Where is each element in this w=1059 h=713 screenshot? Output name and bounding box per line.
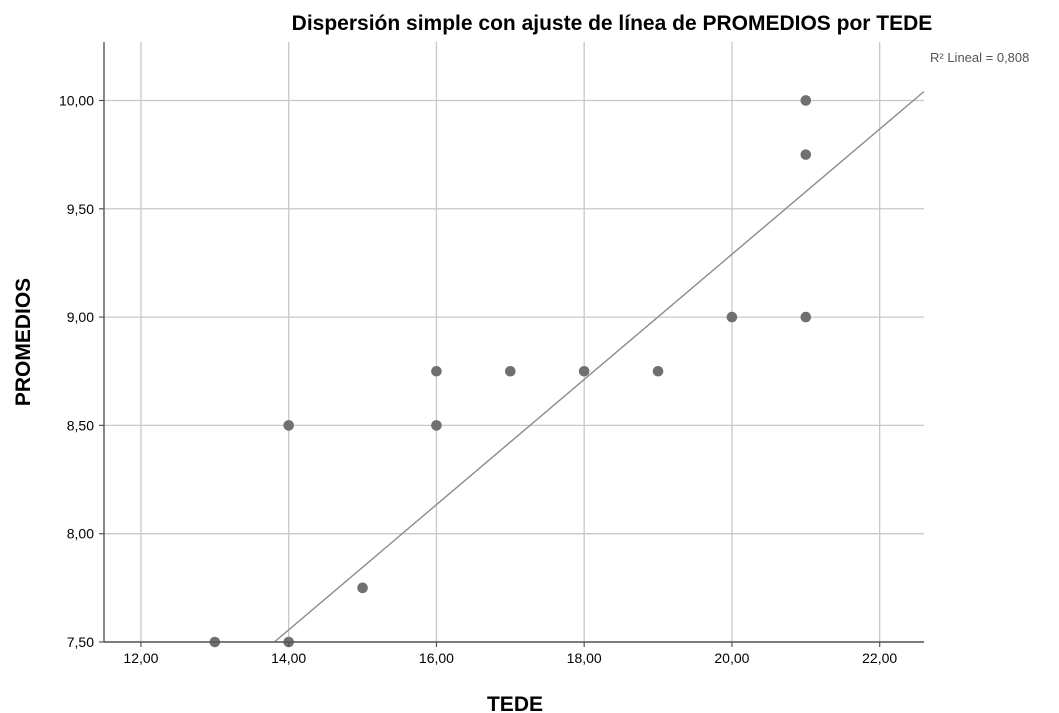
y-tick-label: 9,00 — [67, 309, 94, 325]
data-point — [800, 149, 812, 160]
data-point — [357, 582, 368, 594]
y-tick-label: 10,00 — [59, 92, 94, 108]
x-tick-label: 18,00 — [567, 650, 602, 666]
y-tick-label: 8,50 — [67, 417, 94, 433]
data-points — [209, 95, 812, 648]
fit-line — [273, 90, 925, 643]
y-tick-label: 9,50 — [67, 201, 94, 217]
data-point — [578, 365, 590, 377]
x-tick-label: 12,00 — [123, 650, 158, 666]
data-point — [431, 365, 442, 377]
fit-line-group — [273, 90, 925, 643]
x-tick-label: 14,00 — [271, 650, 306, 666]
x-axis-title: TEDE — [487, 693, 543, 713]
x-tick-labels: 12,00 14,00 16,00 18,00 20,00 22,00 — [123, 650, 897, 666]
x-tick-label: 16,00 — [419, 650, 454, 666]
data-point — [652, 365, 664, 377]
data-point — [800, 95, 812, 106]
y-tick-label: 8,00 — [67, 526, 94, 542]
chart-title: Dispersión simple con ajuste de línea de… — [292, 12, 933, 35]
y-tick-labels: 7,50 8,00 8,50 9,00 9,50 10,00 — [59, 92, 94, 650]
y-axis-title: PROMEDIOS — [12, 278, 35, 406]
x-tick-label: 22,00 — [862, 650, 897, 666]
grid — [104, 42, 924, 643]
data-point — [283, 420, 294, 431]
r-squared-label: R² Lineal = 0,808 — [930, 50, 1029, 65]
x-tick-label: 20,00 — [714, 650, 749, 666]
y-tick-label: 7,50 — [67, 634, 94, 650]
data-point — [800, 311, 812, 323]
data-point — [431, 420, 442, 431]
axes — [99, 42, 924, 647]
data-point — [505, 365, 516, 377]
data-point — [726, 311, 738, 323]
